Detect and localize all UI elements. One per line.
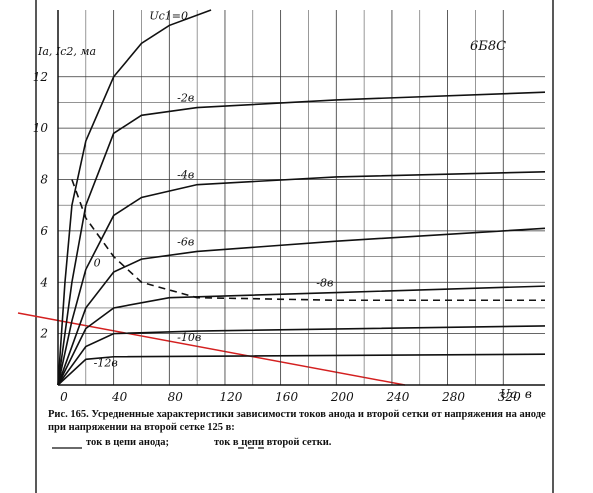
caption: Рис. 165. Усредненные характеристики зав… (48, 408, 548, 449)
x-tick-label: 40 (111, 390, 128, 404)
caption-text: Рис. 165. Усредненные характеристики зав… (48, 409, 546, 433)
curve (57, 227, 546, 386)
curve-label: -8в (316, 277, 333, 290)
y-tick-label: 2 (39, 327, 48, 341)
y-tick-label: 6 (40, 224, 48, 238)
tube-label: 6Б8С (470, 39, 506, 54)
curve (57, 171, 546, 386)
x-tick-label: 160 (275, 390, 298, 404)
curve (71, 179, 545, 302)
curve-label: -6в (177, 235, 194, 248)
red-annotation-line (17, 312, 406, 386)
x-tick-label: 80 (168, 390, 184, 404)
curve-label: -12в (94, 357, 118, 370)
curve-label: -4в (177, 169, 194, 182)
legend-anode: ток в цепи анода; (86, 437, 169, 448)
curve (57, 9, 212, 386)
x-tick-label: 320 (498, 390, 521, 404)
y-tick-label: 8 (40, 173, 48, 187)
x-tick-label: 280 (441, 390, 465, 404)
curve-label: Uc1=0 (149, 9, 188, 22)
curve (57, 91, 546, 386)
x-axis-label: Uа, в (500, 387, 532, 401)
curve-label: 0 (94, 257, 101, 270)
y-tick-label: 10 (33, 121, 49, 135)
x-tick-label: 200 (330, 390, 354, 404)
x-tick-label: 240 (385, 390, 409, 404)
x-tick-label: 120 (220, 390, 243, 404)
legend-screen: ток в цепи второй сетки. (213, 437, 332, 448)
curve (57, 285, 546, 386)
curve-label: -2в (177, 92, 194, 105)
x-tick-label: 0 (60, 390, 68, 404)
curve-label: -10в (177, 331, 201, 344)
curve (57, 353, 546, 386)
curve (57, 325, 546, 386)
y-axis-label: Ia, Ic2, ма (37, 45, 96, 58)
y-tick-label: 4 (39, 275, 48, 289)
y-tick-label: 12 (33, 70, 48, 84)
legend-row: ток в цепи анода; ток в цепи второй сетки… (48, 436, 548, 449)
